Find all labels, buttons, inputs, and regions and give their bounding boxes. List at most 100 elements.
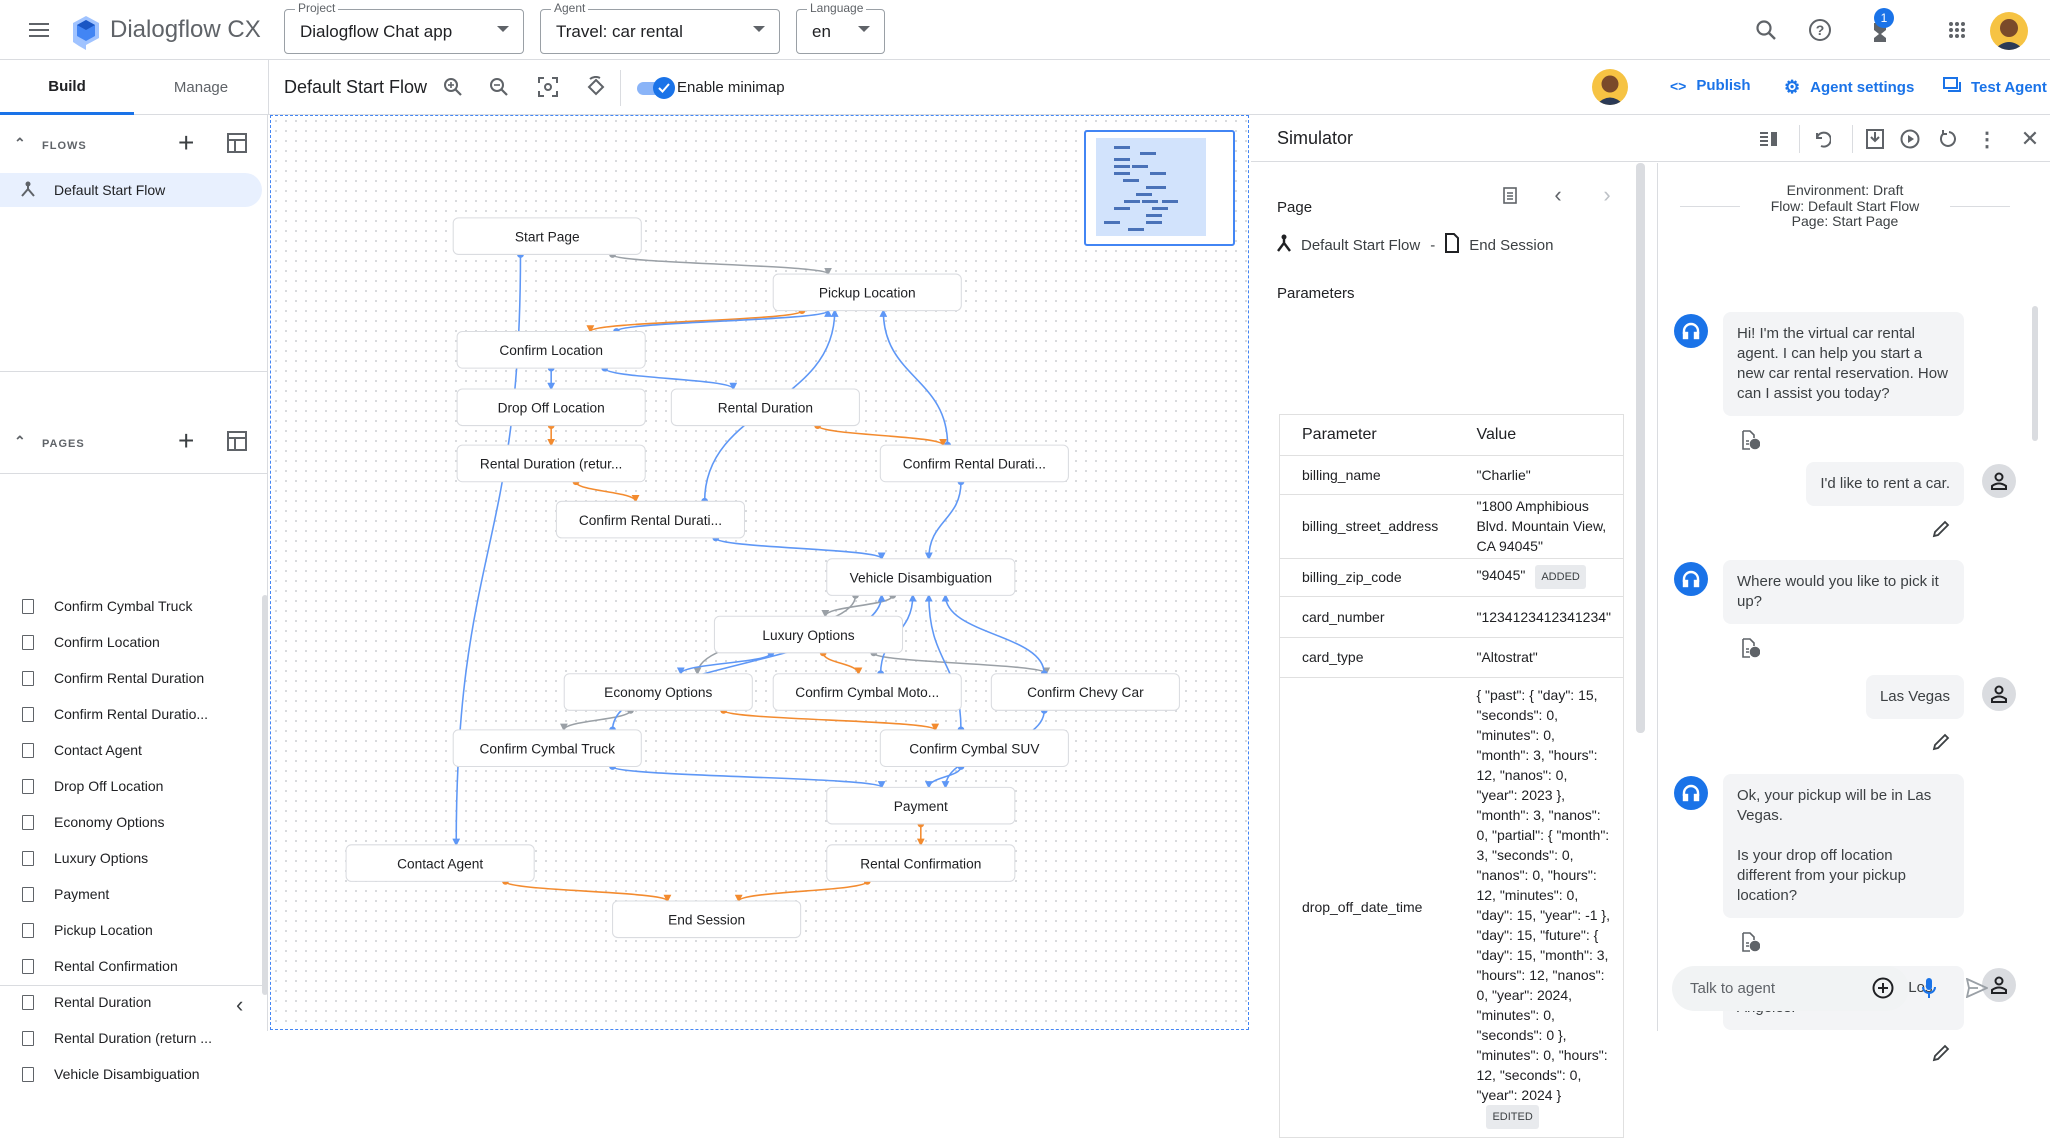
page-node-truck[interactable]: Confirm Cymbal Truck [452, 729, 642, 767]
sidebar-item-page[interactable]: Drop Off Location [0, 769, 262, 803]
scrollbar[interactable] [2032, 306, 2038, 441]
page-node-luxury[interactable]: Luxury Options [713, 615, 904, 654]
rotate-icon[interactable] [583, 74, 609, 100]
more-vert-icon[interactable]: ⋮ [1977, 128, 1997, 151]
page-node-chevy[interactable]: Confirm Chevy Car [990, 673, 1180, 711]
view-list-icon[interactable] [1757, 127, 1781, 151]
flow-canvas[interactable]: Start Page Pickup Location Confirm Locatio… [270, 115, 1249, 1030]
talk-to-agent-input[interactable]: Talk to agent [1672, 966, 1909, 1011]
scrollbar[interactable] [262, 595, 268, 995]
microphone-icon[interactable] [1921, 977, 1937, 1004]
transition-edge-truck-payment[interactable] [611, 765, 886, 789]
previous-icon[interactable]: ‹ [1554, 182, 1562, 207]
chevron-up-icon[interactable]: ⌃ [14, 433, 27, 449]
sidebar-item-page[interactable]: Confirm Location [0, 625, 262, 659]
zoom-in-icon[interactable] [440, 74, 466, 100]
menu-icon[interactable] [24, 15, 54, 45]
response-info-icon[interactable] [1742, 638, 1761, 663]
publish-button[interactable]: <> Publish [1670, 77, 1751, 94]
page-node-confloc[interactable]: Confirm Location [456, 330, 646, 369]
page-node-pickup[interactable]: Pickup Location [772, 273, 962, 312]
next-icon[interactable]: › [1603, 182, 1611, 207]
sidebar-item-page[interactable]: Economy Options [0, 805, 262, 839]
minimap-toggle[interactable] [637, 77, 675, 99]
transition-edge-start-pickup[interactable] [611, 253, 832, 276]
sidebar-item-page[interactable]: Payment [0, 877, 262, 911]
sidebar-item-page[interactable]: Confirm Rental Duratio... [0, 697, 262, 731]
avatar[interactable] [1990, 12, 2028, 50]
page-node-suv[interactable]: Confirm Cymbal SUV [879, 729, 1069, 767]
sidebar-item-page[interactable]: Confirm Cymbal Truck [0, 589, 262, 623]
page-node-end[interactable]: End Session [612, 900, 802, 939]
transition-edge-pickup-confloc[interactable] [586, 309, 803, 334]
sidebar-item-page[interactable]: Rental Confirmation [0, 949, 262, 983]
zoom-out-icon[interactable] [486, 74, 512, 100]
response-info-icon[interactable] [1742, 932, 1761, 957]
minimap[interactable] [1084, 130, 1235, 246]
clipboard-icon[interactable] [1498, 183, 1522, 207]
transition-edge-confloc-pickup[interactable] [615, 309, 832, 333]
agent-settings-button[interactable]: ⚙ Agent settings [1784, 77, 1914, 98]
scrollbar[interactable] [1636, 163, 1645, 733]
play-icon[interactable] [1898, 127, 1922, 151]
page-node-start[interactable]: Start Page [452, 217, 642, 255]
table-icon[interactable] [227, 431, 247, 454]
collapse-sidebar-icon[interactable]: ‹ [236, 992, 244, 1017]
transition-edge-economy-truck[interactable] [560, 709, 632, 732]
transition-edge-confloc-rentdur[interactable] [603, 367, 738, 391]
transition-edge-luxury-economy[interactable] [676, 652, 772, 676]
sidebar-item-page[interactable]: Pickup Location [0, 913, 262, 947]
transition-edge-confdur1-pickup[interactable] [879, 309, 949, 446]
sidebar-item-page[interactable]: Contact Agent [0, 733, 262, 767]
center-focus-icon[interactable] [535, 74, 561, 100]
transition-edge-confdur2-vehicle[interactable] [714, 537, 886, 561]
transition-edge-rentret-confdur2[interactable] [575, 481, 640, 503]
sidebar-item-default-start-flow[interactable]: Default Start Flow [0, 173, 262, 207]
page-node-payment[interactable]: Payment [826, 786, 1016, 825]
chevron-up-icon[interactable]: ⌃ [14, 135, 27, 151]
tab-build[interactable]: Build [0, 60, 134, 115]
project-select[interactable]: Project Dialogflow Chat app [284, 1, 524, 54]
transition-edge-luxury-chevy[interactable] [873, 652, 1051, 676]
close-icon[interactable]: ✕ [2020, 126, 2040, 151]
page-node-vehicle[interactable]: Vehicle Disambiguation [826, 558, 1016, 596]
add-circle-icon[interactable] [1872, 977, 1894, 1004]
test-agent-button[interactable]: Test Agent [1943, 77, 2047, 97]
page-node-confdur1[interactable]: Confirm Rental Durati... [879, 444, 1069, 483]
sidebar-item-page[interactable]: Rental Duration (return ... [0, 1021, 262, 1055]
transition-edge-vehicle-luxury[interactable] [821, 594, 894, 618]
transition-edge-rentconf-end[interactable] [734, 880, 869, 903]
transition-edge-confdur1-vehicle[interactable] [924, 481, 962, 561]
edit-pencil-icon[interactable] [1932, 1044, 1950, 1067]
language-select[interactable]: Language en [796, 1, 885, 54]
tab-manage[interactable]: Manage [173, 79, 229, 96]
transition-edge-chevy-vehicle[interactable] [941, 593, 1046, 674]
table-icon[interactable] [227, 133, 247, 156]
page-node-rentret[interactable]: Rental Duration (retur... [456, 444, 646, 483]
page-node-economy[interactable]: Economy Options [563, 673, 753, 711]
sidebar-item-page[interactable]: Rental Duration [0, 985, 262, 1019]
transition-edge-luxury-moto[interactable] [822, 652, 863, 676]
edit-pencil-icon[interactable] [1932, 520, 1950, 543]
undo-icon[interactable] [1810, 127, 1834, 151]
transition-edge-rentdur-confdur1[interactable] [816, 424, 947, 447]
transition-edge-economy-suv[interactable] [722, 709, 939, 732]
help-icon[interactable]: ? [1806, 16, 1834, 44]
add-flow-icon[interactable]: + [178, 127, 196, 158]
page-node-dropoff[interactable]: Drop Off Location [456, 388, 646, 427]
page-node-contact[interactable]: Contact Agent [345, 844, 535, 882]
edit-pencil-icon[interactable] [1932, 733, 1950, 756]
add-page-icon[interactable]: + [178, 425, 196, 456]
save-download-icon[interactable] [1863, 127, 1887, 151]
agent-select[interactable]: Agent Travel: car rental [540, 1, 780, 54]
transition-edge-suv-payment[interactable] [924, 766, 962, 789]
transition-edge-contact-end[interactable] [504, 880, 672, 903]
sidebar-item-page[interactable]: Luxury Options [0, 841, 262, 875]
response-info-icon[interactable] [1742, 430, 1761, 455]
minimap-viewport[interactable] [1096, 138, 1206, 236]
sidebar-item-page[interactable]: Vehicle Disambiguation [0, 1057, 262, 1091]
reset-icon[interactable] [1935, 127, 1959, 151]
page-node-confdur2[interactable]: Confirm Rental Durati... [555, 500, 746, 539]
page-node-rentconf[interactable]: Rental Confirmation [826, 844, 1016, 882]
page-node-rentdur[interactable]: Rental Duration [670, 388, 860, 427]
